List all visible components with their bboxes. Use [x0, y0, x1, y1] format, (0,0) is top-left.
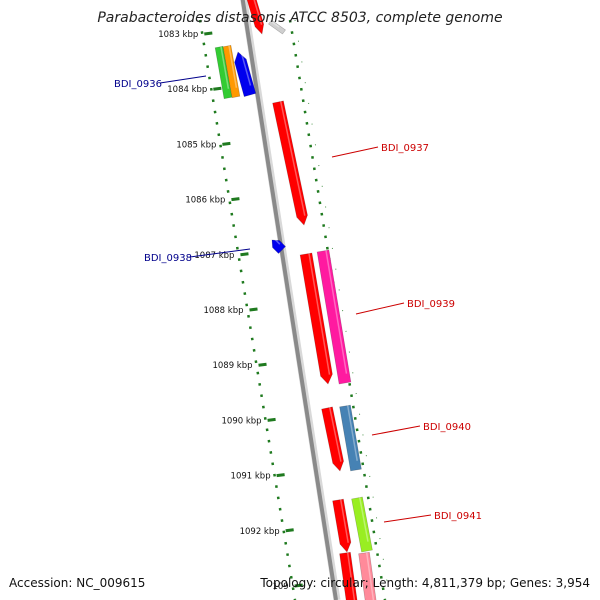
ruler-tick-label: 109: [272, 582, 288, 592]
gene-labels: BDI_0936 BDI_0937 BDI_0938 BDI_0939 BDI_0940…: [114, 75, 482, 523]
accession-label: Accession: NC_009615: [9, 576, 146, 590]
gene-top-red: [246, 0, 265, 35]
gene-top-grey-highlight: [270, 20, 280, 28]
ruler-tick: [285, 528, 294, 533]
gene-bdi-0940-red: [321, 406, 344, 472]
topology-label: Topology: circular; Length: 4,811,379 bp…: [260, 576, 590, 590]
gene-label-leader: [189, 248, 251, 258]
gene-bdi-0941-red-highlight: [339, 499, 349, 543]
gene-bottom-pink: [358, 551, 377, 600]
gene-features: [214, 0, 377, 600]
gene-bdi-0940-red-highlight: [328, 407, 342, 462]
gene-label: BDI_0936: [114, 79, 162, 90]
gene-label-leader: [159, 75, 207, 84]
gene-label: BDI_0937: [381, 143, 429, 154]
ruler-tick-label: 1092 kbp: [240, 527, 280, 537]
ruler-tick-label: 1085 kbp: [176, 140, 216, 150]
gene-bdi-0939: [316, 249, 352, 385]
gene-label-leader: [383, 514, 432, 523]
ruler-tick-label: 1089 kbp: [212, 361, 252, 371]
gene-bdi-0941-red: [332, 498, 352, 553]
gene-top-grey: [268, 19, 286, 35]
ruler-tick: [204, 31, 213, 36]
ruler-tick: [240, 252, 249, 257]
ruler-tick-label: 1088 kbp: [203, 306, 243, 316]
gene-label: BDI_0941: [434, 511, 482, 522]
ruler-tick: [258, 362, 267, 367]
gene-bdi-0939-red: [299, 252, 333, 385]
ruler-tick: [231, 197, 240, 202]
gene-bdi-0937: [272, 100, 308, 226]
gene-label: BDI_0939: [407, 299, 455, 310]
gene-bdi-0938: [271, 239, 286, 254]
gene-top-red-highlight: [253, 0, 263, 25]
ruler-tick: [276, 473, 285, 478]
gene-bdi-0937-highlight: [279, 101, 306, 216]
gene-bdi-0941: [351, 496, 373, 553]
gene-bottom-red-highlight: [346, 552, 356, 600]
kbp-ruler: 1083 kbp 1084 kbp 1085 kbp 1086 kbp 1087 kbp…: [158, 19, 391, 600]
gene-green: [214, 45, 233, 100]
gene-label-leader: [371, 425, 421, 436]
ruler-tick-label: 1090 kbp: [222, 416, 262, 426]
ruler-tick: [222, 141, 231, 146]
ruler-tick-label: 1084 kbp: [167, 85, 207, 95]
gene-label: BDI_0940: [423, 422, 471, 433]
ruler-tick: [267, 417, 276, 422]
gene-bdi-0940: [339, 404, 362, 472]
genome-title: Parabacteroides distasonis ATCC 8503, co…: [97, 10, 503, 26]
gene-bottom-pink-highlight: [365, 552, 375, 600]
gene-orange: [222, 44, 241, 99]
gene-label-leader: [331, 146, 379, 158]
ruler-tick-label: 1086 kbp: [185, 196, 225, 206]
gene-label-leader: [355, 302, 405, 315]
gene-green-highlight: [220, 46, 230, 89]
ruler-tick: [249, 307, 258, 312]
genome-backbone: [240, 0, 341, 600]
gene-blue: [234, 51, 257, 97]
ruler-tick: [213, 86, 222, 91]
backbone-line: [240, 0, 338, 600]
gene-bdi-0939-red-highlight: [308, 253, 331, 375]
gene-bdi-0938-highlight: [273, 237, 281, 245]
ruler-tick-label: 1083 kbp: [158, 30, 198, 40]
ruler-tick-label: 1087 kbp: [194, 251, 234, 261]
gene-bdi-0940-highlight: [346, 405, 358, 461]
ruler-tick-label: 1091 kbp: [231, 472, 271, 482]
gene-bottom-red: [339, 551, 358, 600]
gene-bdi-0941-highlight: [358, 497, 369, 542]
gene-blue-highlight: [240, 50, 252, 86]
gene-label: BDI_0938: [144, 253, 192, 264]
ruler-tick: [294, 583, 303, 588]
gene-bdi-0939-highlight: [325, 250, 348, 374]
gene-orange-highlight: [228, 45, 238, 88]
